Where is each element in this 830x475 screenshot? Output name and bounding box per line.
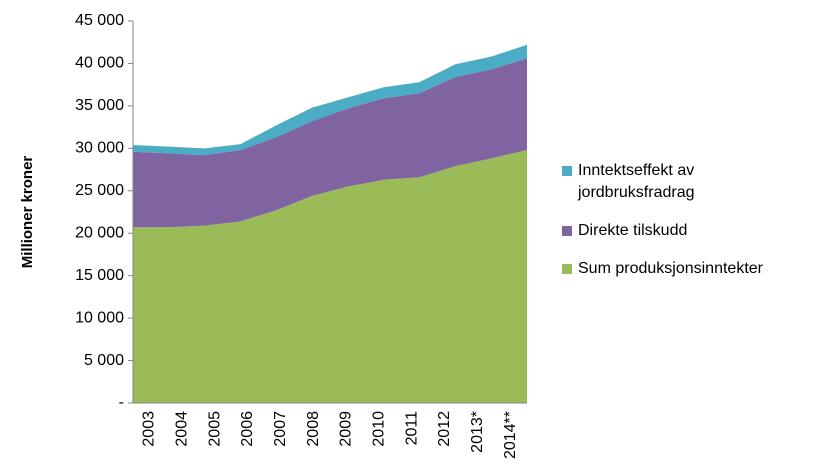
- legend-swatch: [562, 166, 572, 176]
- legend-swatch: [562, 264, 572, 274]
- x-tick-label: 2005: [206, 411, 223, 447]
- x-tick-label: 2012: [436, 411, 453, 447]
- legend-label: Inntektseffekt av jordbruksfradrag: [578, 162, 695, 201]
- y-tick-label: 20 000: [75, 224, 124, 241]
- y-tick-label: 15 000: [75, 267, 124, 284]
- x-tick-label: 2013*: [469, 411, 486, 453]
- y-tick-label: 10 000: [75, 309, 124, 326]
- legend-swatch: [562, 226, 572, 236]
- legend-item: Direkte tilskudd: [562, 220, 797, 242]
- x-tick-label: 2014**: [502, 411, 519, 459]
- x-tick-label: 2007: [272, 411, 289, 447]
- y-tick-label: 35 000: [75, 97, 124, 114]
- x-tick-label: 2004: [173, 411, 190, 447]
- y-tick-label: 25 000: [75, 182, 124, 199]
- legend-item: Inntektseffekt av jordbruksfradrag: [562, 160, 797, 204]
- y-tick-label: 30 000: [75, 140, 124, 157]
- x-tick-label: 2009: [338, 411, 355, 447]
- x-tick-label: 2010: [370, 411, 387, 447]
- area: [133, 150, 527, 403]
- legend: Inntektseffekt av jordbruksfradrag Direkt…: [562, 160, 797, 296]
- y-tick-label: 5 000: [84, 352, 124, 369]
- x-tick-label: 2003: [141, 411, 158, 447]
- x-tick-label: 2008: [305, 411, 322, 447]
- y-tick-label: 40 000: [75, 55, 124, 72]
- x-tick-label: 2006: [239, 411, 256, 447]
- y-axis-label: Millioner kroner: [19, 156, 36, 269]
- legend-item: Sum produksjonsinntekter: [562, 258, 797, 280]
- area: [133, 58, 527, 228]
- x-tick-label: 2011: [403, 411, 420, 446]
- y-tick-label: 45 000: [75, 12, 124, 29]
- legend-label: Sum produksjonsinntekter: [578, 260, 763, 277]
- legend-label: Direkte tilskudd: [578, 222, 688, 239]
- y-tick-label: -: [119, 394, 124, 411]
